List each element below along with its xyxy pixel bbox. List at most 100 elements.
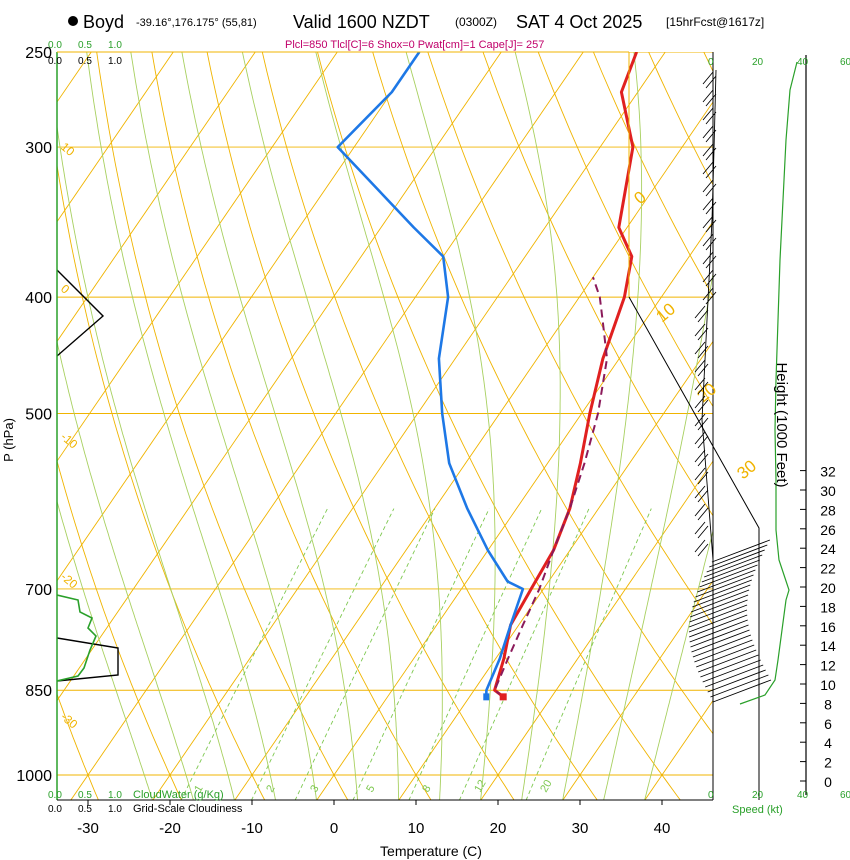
isotherm-line (480, 460, 713, 800)
height-tick-label: 10 (820, 677, 836, 693)
isotherm-label: -10 (58, 430, 81, 452)
speed-tick-20-top: 20 (752, 57, 764, 68)
station-dot (68, 16, 78, 26)
cloud-top-tick-0-green: 0.0 (48, 40, 62, 51)
dry-adiabat (57, 459, 183, 800)
temp-tick-label: -10 (241, 820, 263, 837)
wind-barbs-lower (688, 539, 772, 703)
cloud-top-tick-1-green: 1.0 (108, 40, 122, 51)
dry-adiabat (261, 52, 598, 800)
speed-label: Speed (kt) (732, 804, 783, 816)
dry-adiabat (206, 52, 515, 800)
cloud-tick-05-top: 0.5 (78, 790, 92, 801)
moist-adiabat (57, 499, 153, 800)
moist-adiabat (644, 529, 713, 800)
cloud-top-tick-05-black: 0.5 (78, 56, 92, 67)
x-axis-title: Temperature (C) (380, 843, 482, 859)
pressure-label: 300 (25, 140, 52, 157)
isotherm-line (398, 340, 713, 800)
valid-zulu: (0300Z) (455, 15, 497, 29)
height-tick-label: 28 (820, 502, 836, 518)
mixing-ratio-line (525, 508, 652, 800)
speed-tick-20-bottom: 20 (752, 790, 764, 801)
moist-adiabat (514, 52, 561, 800)
dry-adiabat (57, 162, 266, 800)
isotherm-label: 0 (58, 282, 72, 297)
dry-adiabat (592, 52, 713, 298)
mixing-ratio-line (294, 508, 436, 800)
mixing-ratio-label: 1 (192, 783, 205, 794)
cloud-top-tick-1-black: 1.0 (108, 56, 122, 67)
cloud-tick-0-bottom: 0.0 (48, 804, 62, 815)
mixing-ratio-label: 12 (472, 778, 489, 795)
temp-tick-label: 30 (572, 820, 589, 837)
mixing-ratio-label: 8 (420, 783, 433, 794)
height-tick-label: 14 (820, 638, 836, 654)
isotherm-line (316, 220, 713, 800)
mixing-ratio-line (352, 508, 490, 800)
cloudiness-profile-upper (57, 269, 105, 357)
isotherm-line (562, 580, 713, 800)
moist-adiabat (405, 52, 496, 800)
wind-speed-profile (739, 61, 798, 705)
station-coords: -39.16°,176.175° (55,81) (136, 17, 257, 29)
pressure-label: 500 (25, 407, 52, 424)
pressure-label: 1000 (16, 768, 52, 785)
speed-tick-0-bottom: 0 (708, 790, 714, 801)
speed-tick-60-top: 60 (840, 57, 850, 68)
isotherm-line (57, 52, 502, 702)
moist-adiabat (57, 339, 194, 800)
isotherm-line (57, 52, 256, 343)
cloud-tick-1-bottom: 1.0 (108, 804, 122, 815)
temp-tick-label: 10 (408, 820, 425, 837)
cloudwater-label: CloudWater (g/Kg) (133, 789, 224, 801)
isotherm-line (57, 52, 420, 582)
moist-adiabat (86, 52, 276, 800)
cloudiness-label: Grid-Scale Cloudiness (133, 803, 243, 815)
height-tick-label: 22 (820, 561, 836, 577)
isotherm-line (152, 52, 666, 800)
dewpoint-line (336, 52, 525, 697)
moist-adiabat (241, 52, 400, 800)
sounding-indices: Plcl=850 Tlcl[C]=6 Shox=0 Pwat[cm]=1 Cap… (285, 39, 544, 51)
moist-adiabat (57, 123, 235, 800)
dry-adiabat (427, 52, 713, 626)
speed-tick-40-top: 40 (797, 57, 809, 68)
wind-barbs-upper (694, 69, 717, 561)
isotherm-line (644, 699, 713, 800)
pressure-label: 850 (25, 683, 52, 700)
temp-tick-label: 0 (330, 820, 338, 837)
cloud-tick-05-bottom: 0.5 (78, 804, 92, 815)
cloudiness-profile-lower (57, 637, 119, 682)
dry-adiabat (372, 52, 713, 735)
height-tick-label: 26 (820, 522, 836, 538)
height-axis-title: Height (1000 Feet) (773, 362, 790, 487)
moist-adiabat (603, 271, 713, 800)
dry-adiabat (482, 52, 713, 517)
wind-panel-edge (628, 296, 760, 800)
dry-adiabat (0, 31, 15, 801)
temp-tick-label: -30 (77, 820, 99, 837)
height-tick-label: 4 (824, 735, 832, 751)
forecast-run: [15hrFcst@1617z] (666, 15, 764, 29)
isotherm-label: 10 (652, 299, 679, 326)
parcel-line (493, 276, 608, 698)
cloud-top-tick-0-black: 0.0 (48, 56, 62, 67)
height-tick-label: 12 (820, 658, 836, 674)
forecast-date: SAT 4 Oct 2025 (516, 12, 642, 32)
dry-adiabat (151, 52, 432, 800)
height-tick-label: 16 (820, 619, 836, 635)
mixing-ratio-label: 5 (364, 783, 377, 794)
mixing-ratio-line (408, 508, 543, 800)
valid-time: Valid 1600 NZDT (293, 12, 430, 32)
mixing-ratio-label: 3 (308, 783, 321, 794)
moist-adiabat (130, 52, 317, 800)
cloudwater-profile (57, 594, 97, 682)
mixing-ratio-line (250, 508, 395, 800)
isotherm-line (234, 101, 713, 800)
moist-adiabat (315, 52, 443, 800)
speed-tick-40-bottom: 40 (797, 790, 809, 801)
isotherm-line (0, 31, 24, 801)
temp-tick-label: 20 (490, 820, 507, 837)
